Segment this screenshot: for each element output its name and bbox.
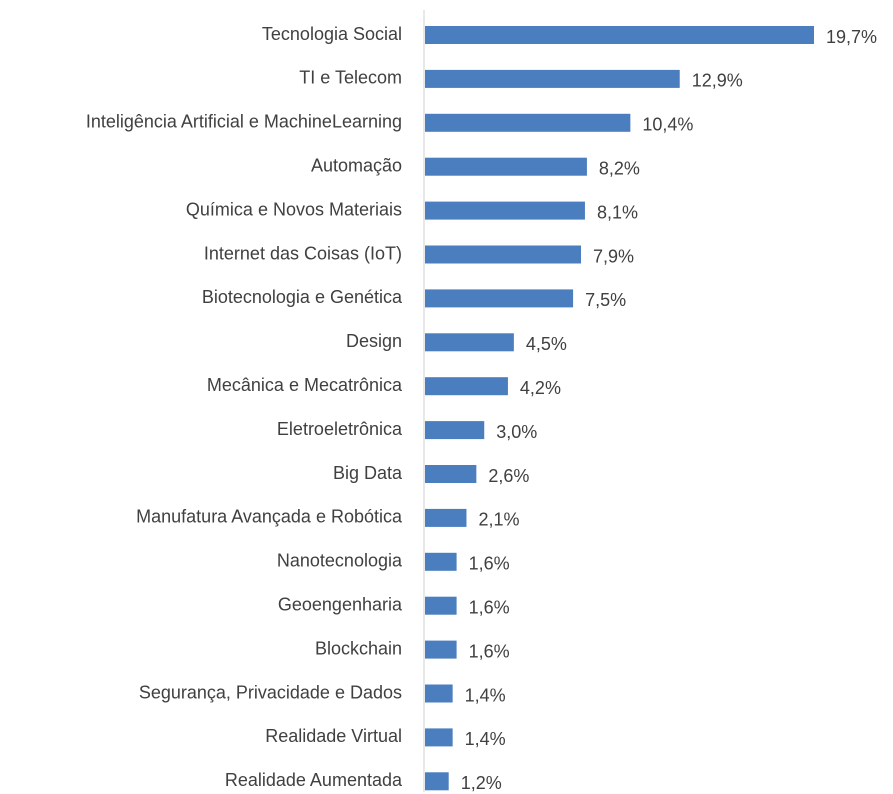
value-label: 7,5%: [585, 290, 626, 310]
category-label: TI e Telecom: [299, 68, 402, 88]
bar: [425, 640, 457, 659]
value-label: 2,6%: [488, 466, 529, 486]
category-label: Big Data: [333, 463, 403, 483]
value-label: 1,4%: [465, 685, 506, 705]
value-label: 8,2%: [599, 158, 640, 178]
bar: [425, 377, 508, 396]
value-label: 4,2%: [520, 378, 561, 398]
category-label: Manufatura Avançada e Robótica: [136, 507, 403, 527]
category-label: Tecnologia Social: [262, 24, 402, 44]
category-label: Realidade Aumentada: [225, 770, 403, 790]
bar: [425, 684, 453, 703]
bar: [425, 552, 457, 571]
value-label: 8,1%: [597, 202, 638, 222]
value-label: 7,9%: [593, 246, 634, 266]
category-label: Inteligência Artificial e MachineLearnin…: [86, 112, 402, 132]
bar: [425, 333, 514, 352]
category-label: Eletroeletrônica: [277, 419, 403, 439]
category-label: Química e Novos Materiais: [186, 199, 402, 219]
value-label: 1,6%: [469, 554, 510, 574]
bar: [425, 508, 467, 527]
category-label: Geoengenharia: [278, 594, 403, 614]
bar: [425, 289, 574, 308]
value-label: 10,4%: [642, 115, 693, 135]
value-label: 3,0%: [496, 422, 537, 442]
bar: [425, 728, 453, 747]
bar: [425, 421, 485, 440]
bar: [425, 201, 585, 220]
value-label: 1,4%: [465, 729, 506, 749]
value-label: 2,1%: [478, 510, 519, 530]
category-label: Nanotecnologia: [277, 551, 403, 571]
value-label: 1,2%: [461, 773, 502, 793]
category-label: Design: [346, 331, 402, 351]
bar: [425, 245, 581, 264]
value-label: 4,5%: [526, 334, 567, 354]
bar: [425, 772, 449, 791]
category-label: Internet das Coisas (IoT): [204, 243, 402, 263]
category-label: Automação: [311, 155, 402, 175]
category-label: Blockchain: [315, 638, 402, 658]
category-label: Segurança, Privacidade e Dados: [139, 682, 402, 702]
bar: [425, 69, 680, 88]
category-label: Mecânica e Mecatrônica: [207, 375, 403, 395]
value-label: 19,7%: [826, 27, 877, 47]
bar: [425, 596, 457, 615]
category-label: Realidade Virtual: [265, 726, 402, 746]
bar: [425, 26, 814, 44]
bar: [425, 113, 631, 132]
bar: [425, 157, 587, 176]
value-label: 12,9%: [692, 71, 743, 91]
bar: [425, 465, 477, 483]
value-label: 1,6%: [469, 641, 510, 661]
value-label: 1,6%: [469, 597, 510, 617]
category-label: Biotecnologia e Genética: [202, 287, 403, 307]
